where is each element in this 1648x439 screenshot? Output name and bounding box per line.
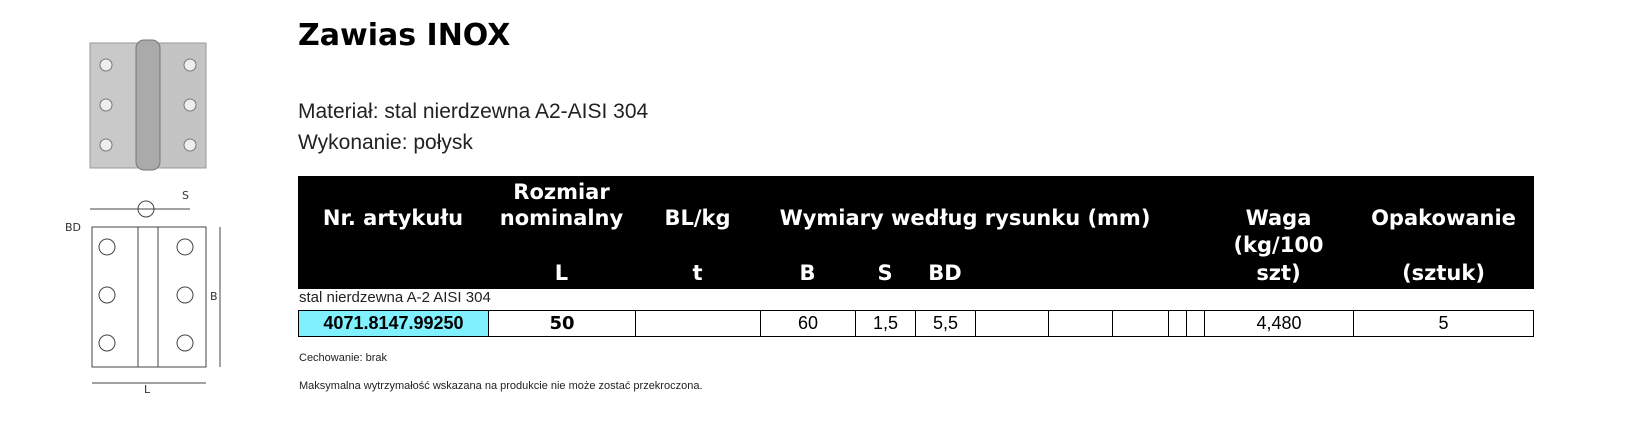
header-pack: Opakowanie bbox=[1371, 206, 1516, 230]
cell-weight: 4,480 bbox=[1205, 311, 1354, 336]
table-row: 4071.8147.99250 50 60 1,5 5,5 4,480 5 bbox=[298, 310, 1534, 337]
header-l: L bbox=[554, 261, 569, 285]
note-strength: Maksymalna wytrzymałość wskazana na prod… bbox=[299, 380, 703, 392]
hinge-photo bbox=[89, 39, 207, 171]
header-weight-2: (kg/100 bbox=[1233, 233, 1324, 257]
header-t: t bbox=[692, 261, 703, 285]
note-marking: Cechowanie: brak bbox=[299, 352, 388, 364]
header-dims: Wymiary według rysunku (mm) bbox=[779, 206, 1151, 230]
finish-text: Wykonanie: połysk bbox=[298, 131, 473, 154]
header-bl: BL/kg bbox=[664, 206, 731, 230]
cell-empty bbox=[1169, 311, 1187, 336]
cell-empty bbox=[1049, 311, 1113, 336]
label-bd: BD bbox=[65, 221, 81, 234]
header-article: Nr. artykułu bbox=[322, 206, 464, 230]
cell-article: 4071.8147.99250 bbox=[299, 311, 489, 336]
label-l: L bbox=[144, 383, 151, 395]
table-header: Nr. artykułu Rozmiar nominalny L BL/kg t… bbox=[298, 176, 1534, 289]
cell-empty bbox=[1187, 311, 1205, 336]
header-bd: BD bbox=[928, 261, 962, 285]
cell-bl bbox=[636, 311, 761, 336]
cell-b: 60 bbox=[761, 311, 856, 336]
group-label: stal nierdzewna A-2 AISI 304 bbox=[299, 289, 491, 306]
header-weight-3: szt) bbox=[1256, 261, 1301, 285]
cell-bd: 5,5 bbox=[916, 311, 976, 336]
header-weight: Waga bbox=[1245, 206, 1312, 230]
header-size-2: nominalny bbox=[499, 206, 624, 230]
label-b: B bbox=[210, 290, 218, 303]
cell-empty bbox=[976, 311, 1049, 336]
cell-s: 1,5 bbox=[856, 311, 916, 336]
cell-size: 50 bbox=[489, 311, 636, 336]
material-text: Materiał: stal nierdzewna A2-AISI 304 bbox=[298, 100, 649, 123]
header-size: Rozmiar bbox=[513, 180, 610, 204]
cell-pack: 5 bbox=[1438, 313, 1449, 333]
label-s: S bbox=[182, 189, 189, 202]
hinge-drawing: S BD B L bbox=[65, 189, 221, 395]
page-title: Zawias INOX bbox=[298, 18, 511, 53]
header-s: S bbox=[877, 261, 893, 285]
cell-empty bbox=[1113, 311, 1169, 336]
header-pack-2: (sztuk) bbox=[1402, 261, 1485, 285]
header-b: B bbox=[799, 261, 816, 285]
